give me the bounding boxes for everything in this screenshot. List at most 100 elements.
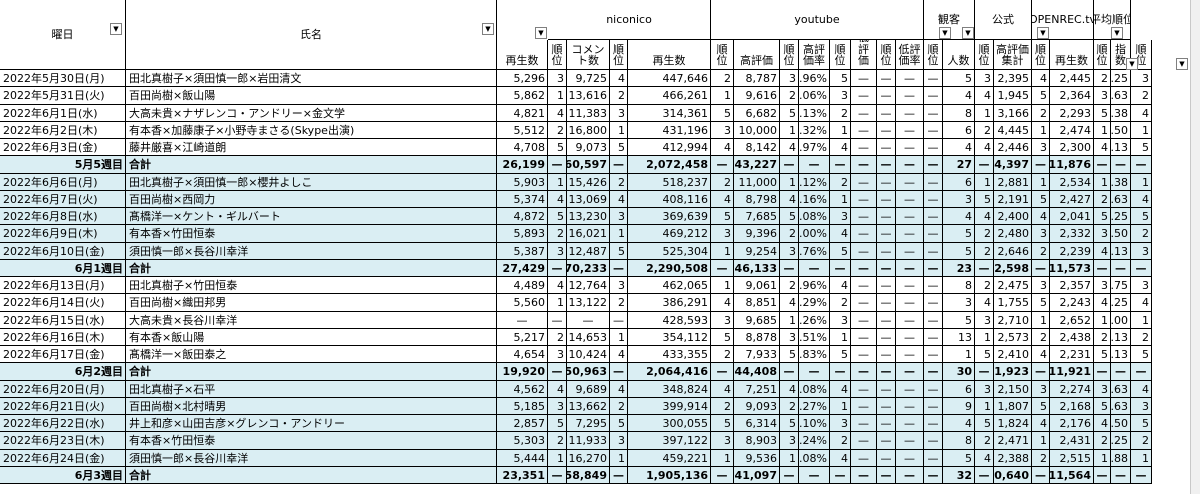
value-cell: 3 [943, 294, 975, 312]
value-cell: 8 [943, 105, 975, 122]
total-cell: 11,564 [1050, 467, 1094, 484]
filter-dropdown-youtube[interactable] [939, 27, 951, 39]
value-cell: — [851, 415, 877, 432]
date-cell: 2022年6月8日(水) [0, 208, 126, 225]
filter-dropdown-official[interactable] [1037, 27, 1049, 39]
value-cell: 466,261 [628, 87, 711, 105]
value-cell: 2,652 [1050, 312, 1094, 329]
total-cell: 2,290,508 [628, 260, 711, 277]
value-cell: 3 [711, 122, 734, 139]
value-cell: 4.13 [1111, 346, 1131, 363]
value-cell: 4 [548, 105, 567, 122]
value-cell: 3 [548, 70, 567, 87]
value-cell: 3.63 [1111, 381, 1131, 398]
total-label: 合計 [126, 467, 497, 484]
value-cell: — [851, 312, 877, 329]
value-cell: — [851, 243, 877, 260]
date-cell: 2022年5月31日(火) [0, 87, 126, 105]
filter-dropdown-audience[interactable] [962, 27, 974, 39]
value-cell: 5 [830, 243, 851, 260]
total-cell: — [1032, 467, 1050, 484]
value-cell: — [851, 329, 877, 346]
subheader-likes-6: 高評価 [734, 40, 780, 70]
value-cell: 16,270 [567, 450, 610, 467]
value-cell: 2 [975, 122, 994, 139]
value-cell: 2 [1131, 329, 1152, 346]
value-cell: 2 [780, 225, 799, 243]
value-cell: 1.50 [1111, 122, 1131, 139]
guest-names-cell: 百田尚樹×西岡力 [126, 191, 497, 208]
value-cell: 2.08% [799, 450, 830, 467]
filter-dropdown-name[interactable] [482, 23, 494, 35]
total-cell: 26,199 [497, 156, 548, 174]
value-cell: 3 [780, 243, 799, 260]
value-cell: 3 [975, 70, 994, 87]
value-cell: — [896, 122, 924, 139]
value-cell: 8,903 [734, 432, 780, 450]
total-cell: — [851, 156, 877, 174]
value-cell: 5 [610, 243, 628, 260]
filter-dropdown-avg-rank[interactable] [1176, 58, 1188, 70]
value-cell: — [548, 312, 567, 329]
value-cell: 2 [830, 174, 851, 191]
value-cell: 1 [780, 174, 799, 191]
value-cell: 5 [1131, 139, 1152, 156]
value-cell: 2 [1131, 432, 1152, 450]
filter-dropdown-niconico[interactable] [535, 27, 547, 39]
value-cell: — [877, 105, 896, 122]
value-cell: 2 [1032, 329, 1050, 346]
value-cell: 2,445 [1050, 70, 1094, 87]
total-cell: — [1111, 260, 1131, 277]
total-cell: — [896, 260, 924, 277]
value-cell: 4 [975, 139, 994, 156]
value-cell: 5 [975, 191, 994, 208]
value-cell: 4 [975, 450, 994, 467]
total-cell: — [1111, 363, 1131, 381]
value-cell: 8 [943, 277, 975, 294]
subheader-rank-19: 順位 [1094, 40, 1111, 70]
value-cell: — [851, 381, 877, 398]
vertical-scrollbar[interactable] [1190, 0, 1200, 494]
value-cell: 1 [1094, 174, 1111, 191]
value-cell: 1 [610, 225, 628, 243]
value-cell: 5 [711, 329, 734, 346]
value-cell: — [877, 225, 896, 243]
value-cell: 13,230 [567, 208, 610, 225]
total-cell: — [877, 156, 896, 174]
date-cell: 2022年6月6日(月) [0, 174, 126, 191]
value-cell: 16,021 [567, 225, 610, 243]
subheader-like-total-16: 高評価集計 [994, 40, 1032, 70]
filter-dropdown-openrec-rank[interactable] [1126, 58, 1138, 70]
value-cell: 431,196 [628, 122, 711, 139]
value-cell: 14,653 [567, 329, 610, 346]
filter-dropdown-openrec[interactable] [1111, 27, 1123, 39]
value-cell: 15,426 [567, 174, 610, 191]
value-cell: 397,122 [628, 432, 711, 450]
value-cell: 2 [711, 174, 734, 191]
value-cell: 2,857 [497, 415, 548, 432]
total-cell: — [1131, 467, 1152, 484]
value-cell: 2 [1032, 450, 1050, 467]
value-cell: 1.96% [799, 70, 830, 87]
filter-dropdown-day[interactable] [110, 23, 122, 35]
value-cell: 5 [943, 70, 975, 87]
value-cell: — [877, 139, 896, 156]
value-cell: 5 [780, 346, 799, 363]
value-cell: 4 [1131, 294, 1152, 312]
date-cell: 2022年6月7日(火) [0, 191, 126, 208]
value-cell: — [851, 432, 877, 450]
subheader-rank-5: 順位 [711, 40, 734, 70]
value-cell: 4 [610, 191, 628, 208]
header-official: 公式 [975, 0, 1032, 40]
value-cell: — [877, 208, 896, 225]
value-cell: 5 [830, 346, 851, 363]
total-label: 合計 [126, 156, 497, 174]
value-cell: 1 [711, 243, 734, 260]
value-cell: 1 [548, 174, 567, 191]
value-cell: 3.25 [1111, 294, 1131, 312]
total-cell: — [1032, 156, 1050, 174]
date-cell: 2022年6月2日(木) [0, 122, 126, 139]
value-cell: 2 [711, 70, 734, 87]
value-cell: — [896, 191, 924, 208]
value-cell: 1 [1131, 312, 1152, 329]
